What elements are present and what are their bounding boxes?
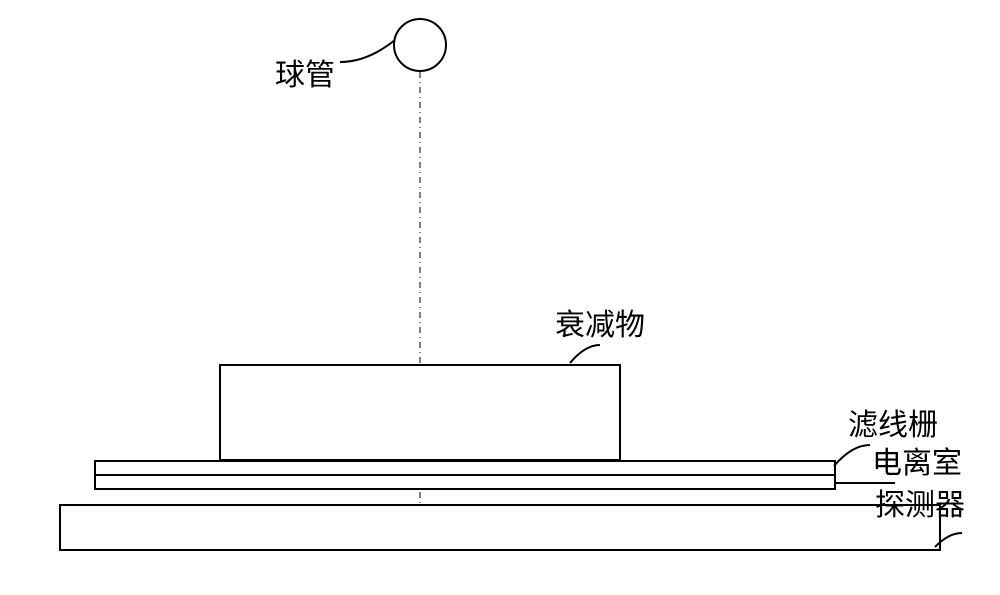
ion-chamber-rect [95,475,835,489]
grid-rect [95,461,835,475]
grid-label: 滤线栅 [848,409,938,442]
tube-leader [340,40,395,62]
tube-circle [394,19,446,71]
attenuator-leader [570,345,600,363]
detector-label: 探测器 [875,489,965,522]
attenuator-label: 衰减物 [555,309,645,342]
attenuator-rect [220,365,620,460]
detector-rect [60,505,940,550]
chamber-label: 电离室 [872,447,962,480]
tube-label: 球管 [275,59,335,92]
grid-leader [834,445,870,466]
